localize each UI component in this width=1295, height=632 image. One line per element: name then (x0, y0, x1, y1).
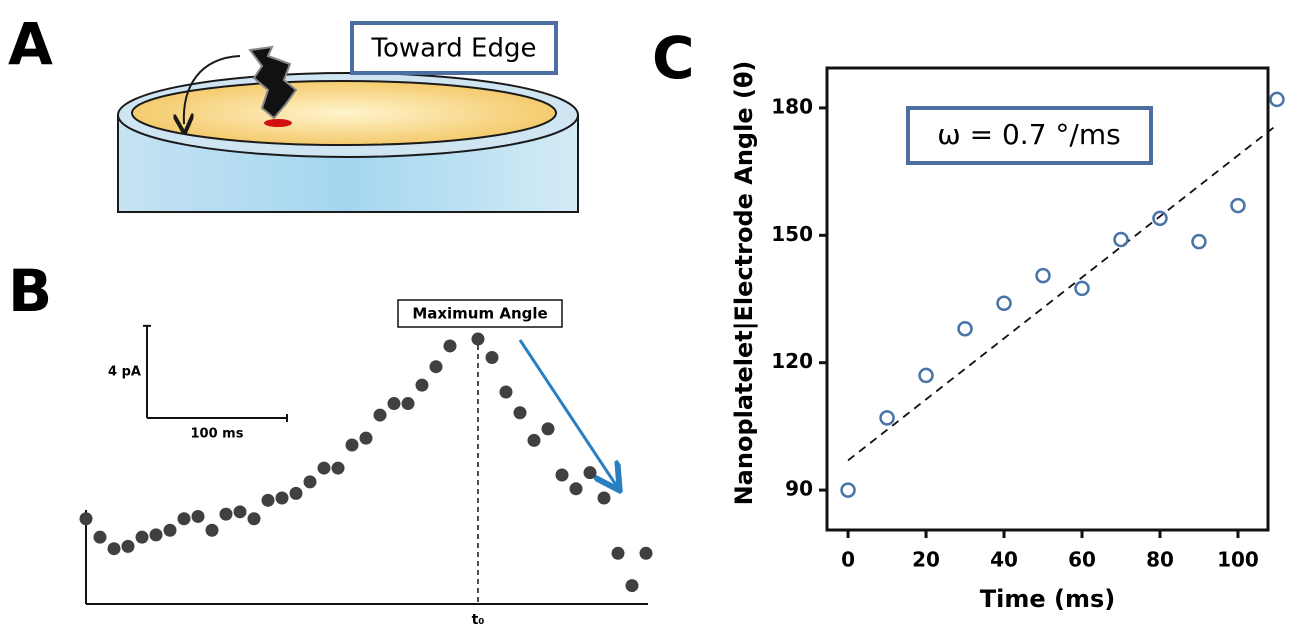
data-point (597, 491, 611, 505)
plot-frame (825, 66, 1270, 532)
data-point (1113, 231, 1129, 248)
marker-box (397, 299, 563, 328)
marker-label: Maximum Angle (412, 305, 547, 323)
data-point (191, 509, 205, 523)
data-point (93, 530, 107, 544)
data-point (219, 507, 233, 521)
data-point (471, 332, 485, 346)
data-point (331, 461, 345, 475)
data-point (527, 433, 541, 447)
data-point (1230, 197, 1246, 214)
x-tick-label: 20 (912, 548, 940, 572)
trend-line (847, 124, 1278, 462)
data-point (583, 466, 597, 480)
y-tick-label: 150 (771, 222, 813, 246)
x-tick-label: 0 (841, 548, 855, 572)
data-point (541, 422, 555, 436)
data-point (415, 378, 429, 392)
data-point (611, 546, 625, 560)
data-point (499, 385, 513, 399)
data-point (135, 530, 149, 544)
x-tick-label: 60 (1068, 548, 1096, 572)
data-point (1074, 280, 1090, 297)
data-point (639, 546, 653, 560)
data-point (840, 482, 856, 498)
trend-arrow (518, 339, 618, 488)
data-point (401, 397, 415, 411)
data-point (1152, 210, 1168, 227)
data-point (149, 528, 163, 542)
data-point (233, 505, 247, 519)
data-point (107, 542, 121, 556)
data-point (555, 468, 569, 482)
data-point (205, 523, 219, 537)
data-point (345, 438, 359, 452)
panel-label: B (8, 257, 52, 325)
data-point (957, 320, 973, 337)
y-tick-label: 90 (785, 477, 813, 501)
data-point (387, 397, 401, 411)
data-point (1269, 91, 1285, 108)
data-point (247, 512, 261, 526)
data-point (625, 579, 639, 593)
diagram-label: Toward Edge (370, 34, 536, 64)
data-point (996, 295, 1012, 311)
x-axis-label: Time (ms) (980, 585, 1115, 613)
data-point (1035, 267, 1051, 284)
data-point (918, 367, 934, 384)
y-tick-label: 120 (771, 349, 813, 373)
data-point (429, 360, 443, 374)
panel-label: C (652, 24, 695, 92)
data-point (289, 486, 303, 500)
y-tick-label: 180 (771, 94, 813, 118)
data-point (79, 512, 93, 526)
x-tick-label: 40 (990, 548, 1018, 572)
data-point (275, 491, 289, 505)
data-point (261, 493, 275, 507)
data-point (163, 523, 177, 537)
label-box (350, 21, 558, 75)
annotation: ω = 0.7 °/ms (937, 118, 1120, 151)
x-tick-label: 100 (1217, 548, 1259, 572)
data-point (513, 406, 527, 420)
data-point (1191, 233, 1207, 250)
x-tick-label: 80 (1146, 548, 1174, 572)
data-point (177, 512, 191, 526)
data-point (121, 539, 135, 553)
scale-label: 100 ms (191, 427, 244, 442)
annotation-box (906, 106, 1153, 165)
scale-label: 4 pA (108, 364, 141, 379)
data-point (569, 482, 583, 496)
data-point (317, 461, 331, 475)
data-point (359, 431, 373, 445)
data-point (373, 408, 387, 422)
cylinder-diagram (117, 45, 579, 213)
data-point (443, 339, 457, 353)
y-axis-label: Nanoplatelet|Electrode Angle (θ) (730, 61, 758, 506)
data-point (879, 410, 895, 426)
data-point (485, 350, 499, 364)
marker-axis-label: t₀ (472, 612, 485, 628)
panel-label: A (8, 10, 53, 78)
data-point (303, 475, 317, 489)
